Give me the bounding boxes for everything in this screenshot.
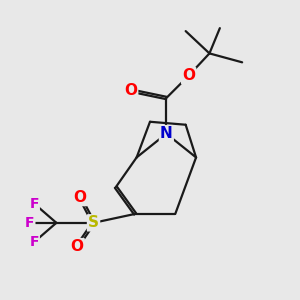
Text: F: F — [29, 235, 39, 249]
Text: O: O — [74, 190, 87, 205]
Text: F: F — [29, 196, 39, 211]
Text: O: O — [124, 83, 137, 98]
Text: F: F — [25, 216, 34, 230]
Text: N: N — [160, 126, 173, 141]
Text: S: S — [88, 215, 99, 230]
Text: O: O — [71, 239, 84, 254]
Text: O: O — [182, 68, 195, 83]
